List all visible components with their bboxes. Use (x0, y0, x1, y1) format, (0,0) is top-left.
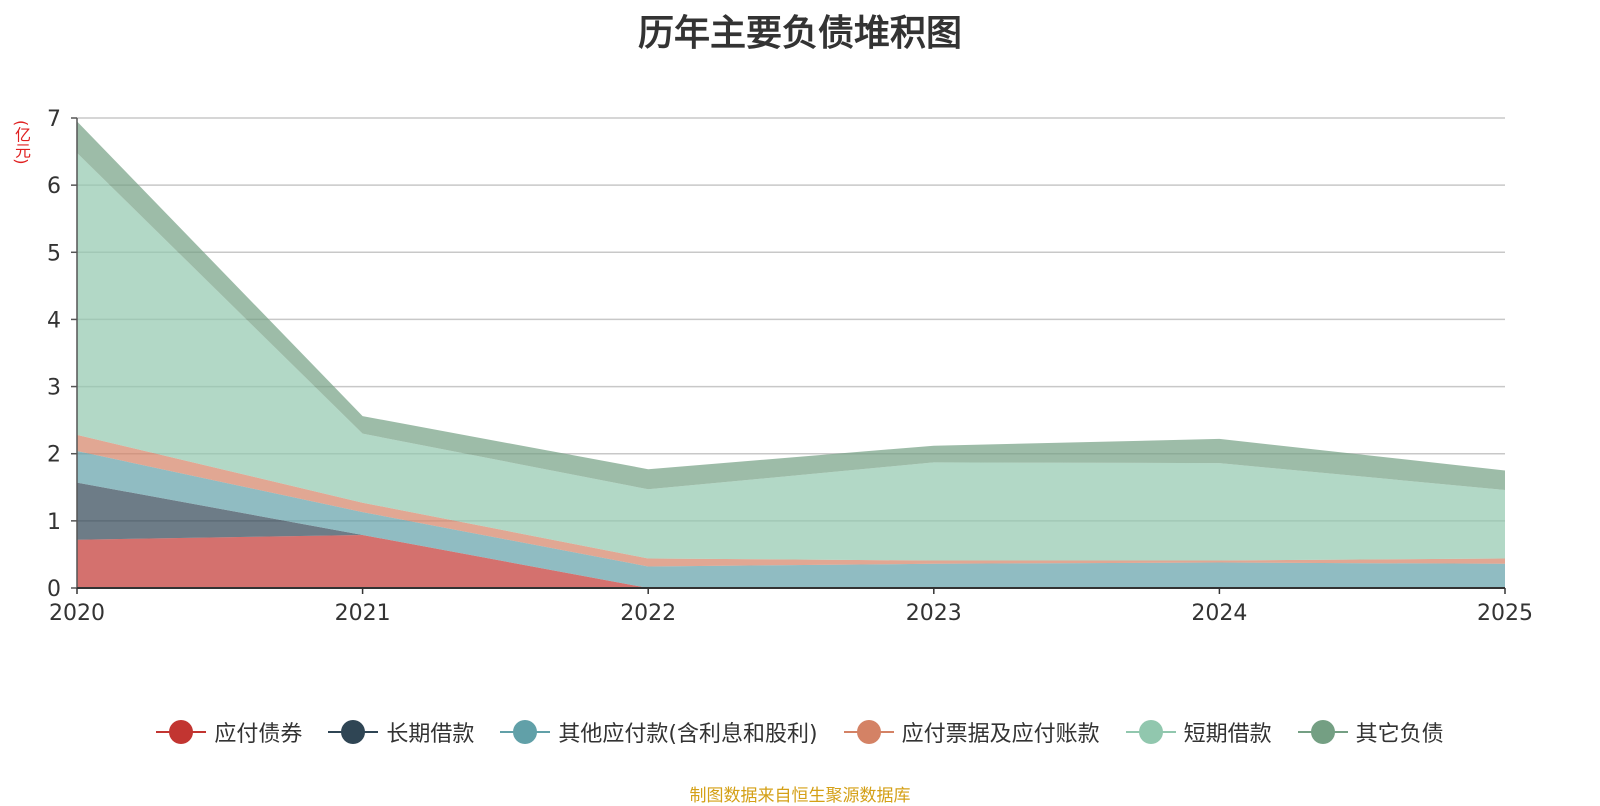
legend-item-2[interactable]: 其他应付款(含利息和股利) (500, 716, 818, 748)
y-tick-label-2: 2 (47, 443, 61, 468)
x-tick-label-2022: 2022 (620, 601, 676, 626)
legend-symbol-icon (500, 720, 551, 744)
axes: 0 1 2 3 4 5 6 7 2020 2021 2022 2023 2024 2025 (47, 107, 1533, 626)
x-tick-label-2020: 2020 (49, 601, 105, 626)
y-tick-label-1: 1 (47, 510, 61, 535)
area-series-4 (77, 152, 1505, 561)
legend-symbol-icon (1297, 720, 1348, 744)
y-tick-label-4: 4 (47, 308, 61, 333)
x-tick-label-2021: 2021 (335, 601, 391, 626)
y-tick-label-0: 0 (47, 577, 61, 602)
x-tick-label-2023: 2023 (906, 601, 962, 626)
y-tick-label-6: 6 (47, 174, 61, 199)
legend-symbol-icon (156, 720, 207, 744)
x-tick-label-2024: 2024 (1191, 601, 1247, 626)
legend-item-4[interactable]: 短期借款 (1125, 716, 1272, 748)
legend-label: 其它负债 (1355, 722, 1444, 747)
area-series-2 (77, 451, 1505, 588)
source-note: 制图数据来自恒生聚源数据库 (689, 786, 911, 806)
y-tick-label-5: 5 (47, 241, 61, 266)
y-tick-label-3: 3 (47, 376, 61, 401)
legend-label: 应付债券 (214, 722, 303, 747)
y-tick-label-7: 7 (47, 107, 61, 132)
legend-label: 长期借款 (386, 722, 475, 747)
legend-label: 应付票据及应付账款 (901, 722, 1100, 747)
legend: 应付债券 长期借款 其他应付款(含利息和股利) 应付票据及应付账款 短期借款 其它负债 (0, 716, 1600, 748)
legend-label: 短期借款 (1183, 722, 1272, 747)
legend-label: 其他应付款(含利息和股利) (558, 722, 818, 747)
legend-symbol-icon (328, 720, 379, 744)
area-series (77, 121, 1505, 588)
x-tick-label-2025: 2025 (1477, 601, 1533, 626)
legend-item-3[interactable]: 应付票据及应付账款 (843, 716, 1100, 748)
chart-title: 历年主要负债堆积图 (637, 13, 962, 54)
legend-item-1[interactable]: 长期借款 (328, 716, 474, 748)
y-axis-unit-label: (亿元) (12, 120, 31, 165)
legend-item-0[interactable]: 应付债券 (156, 716, 302, 748)
legend-item-5[interactable]: 其它负债 (1297, 716, 1444, 748)
legend-symbol-icon (843, 720, 894, 744)
legend-symbol-icon (1125, 720, 1176, 744)
